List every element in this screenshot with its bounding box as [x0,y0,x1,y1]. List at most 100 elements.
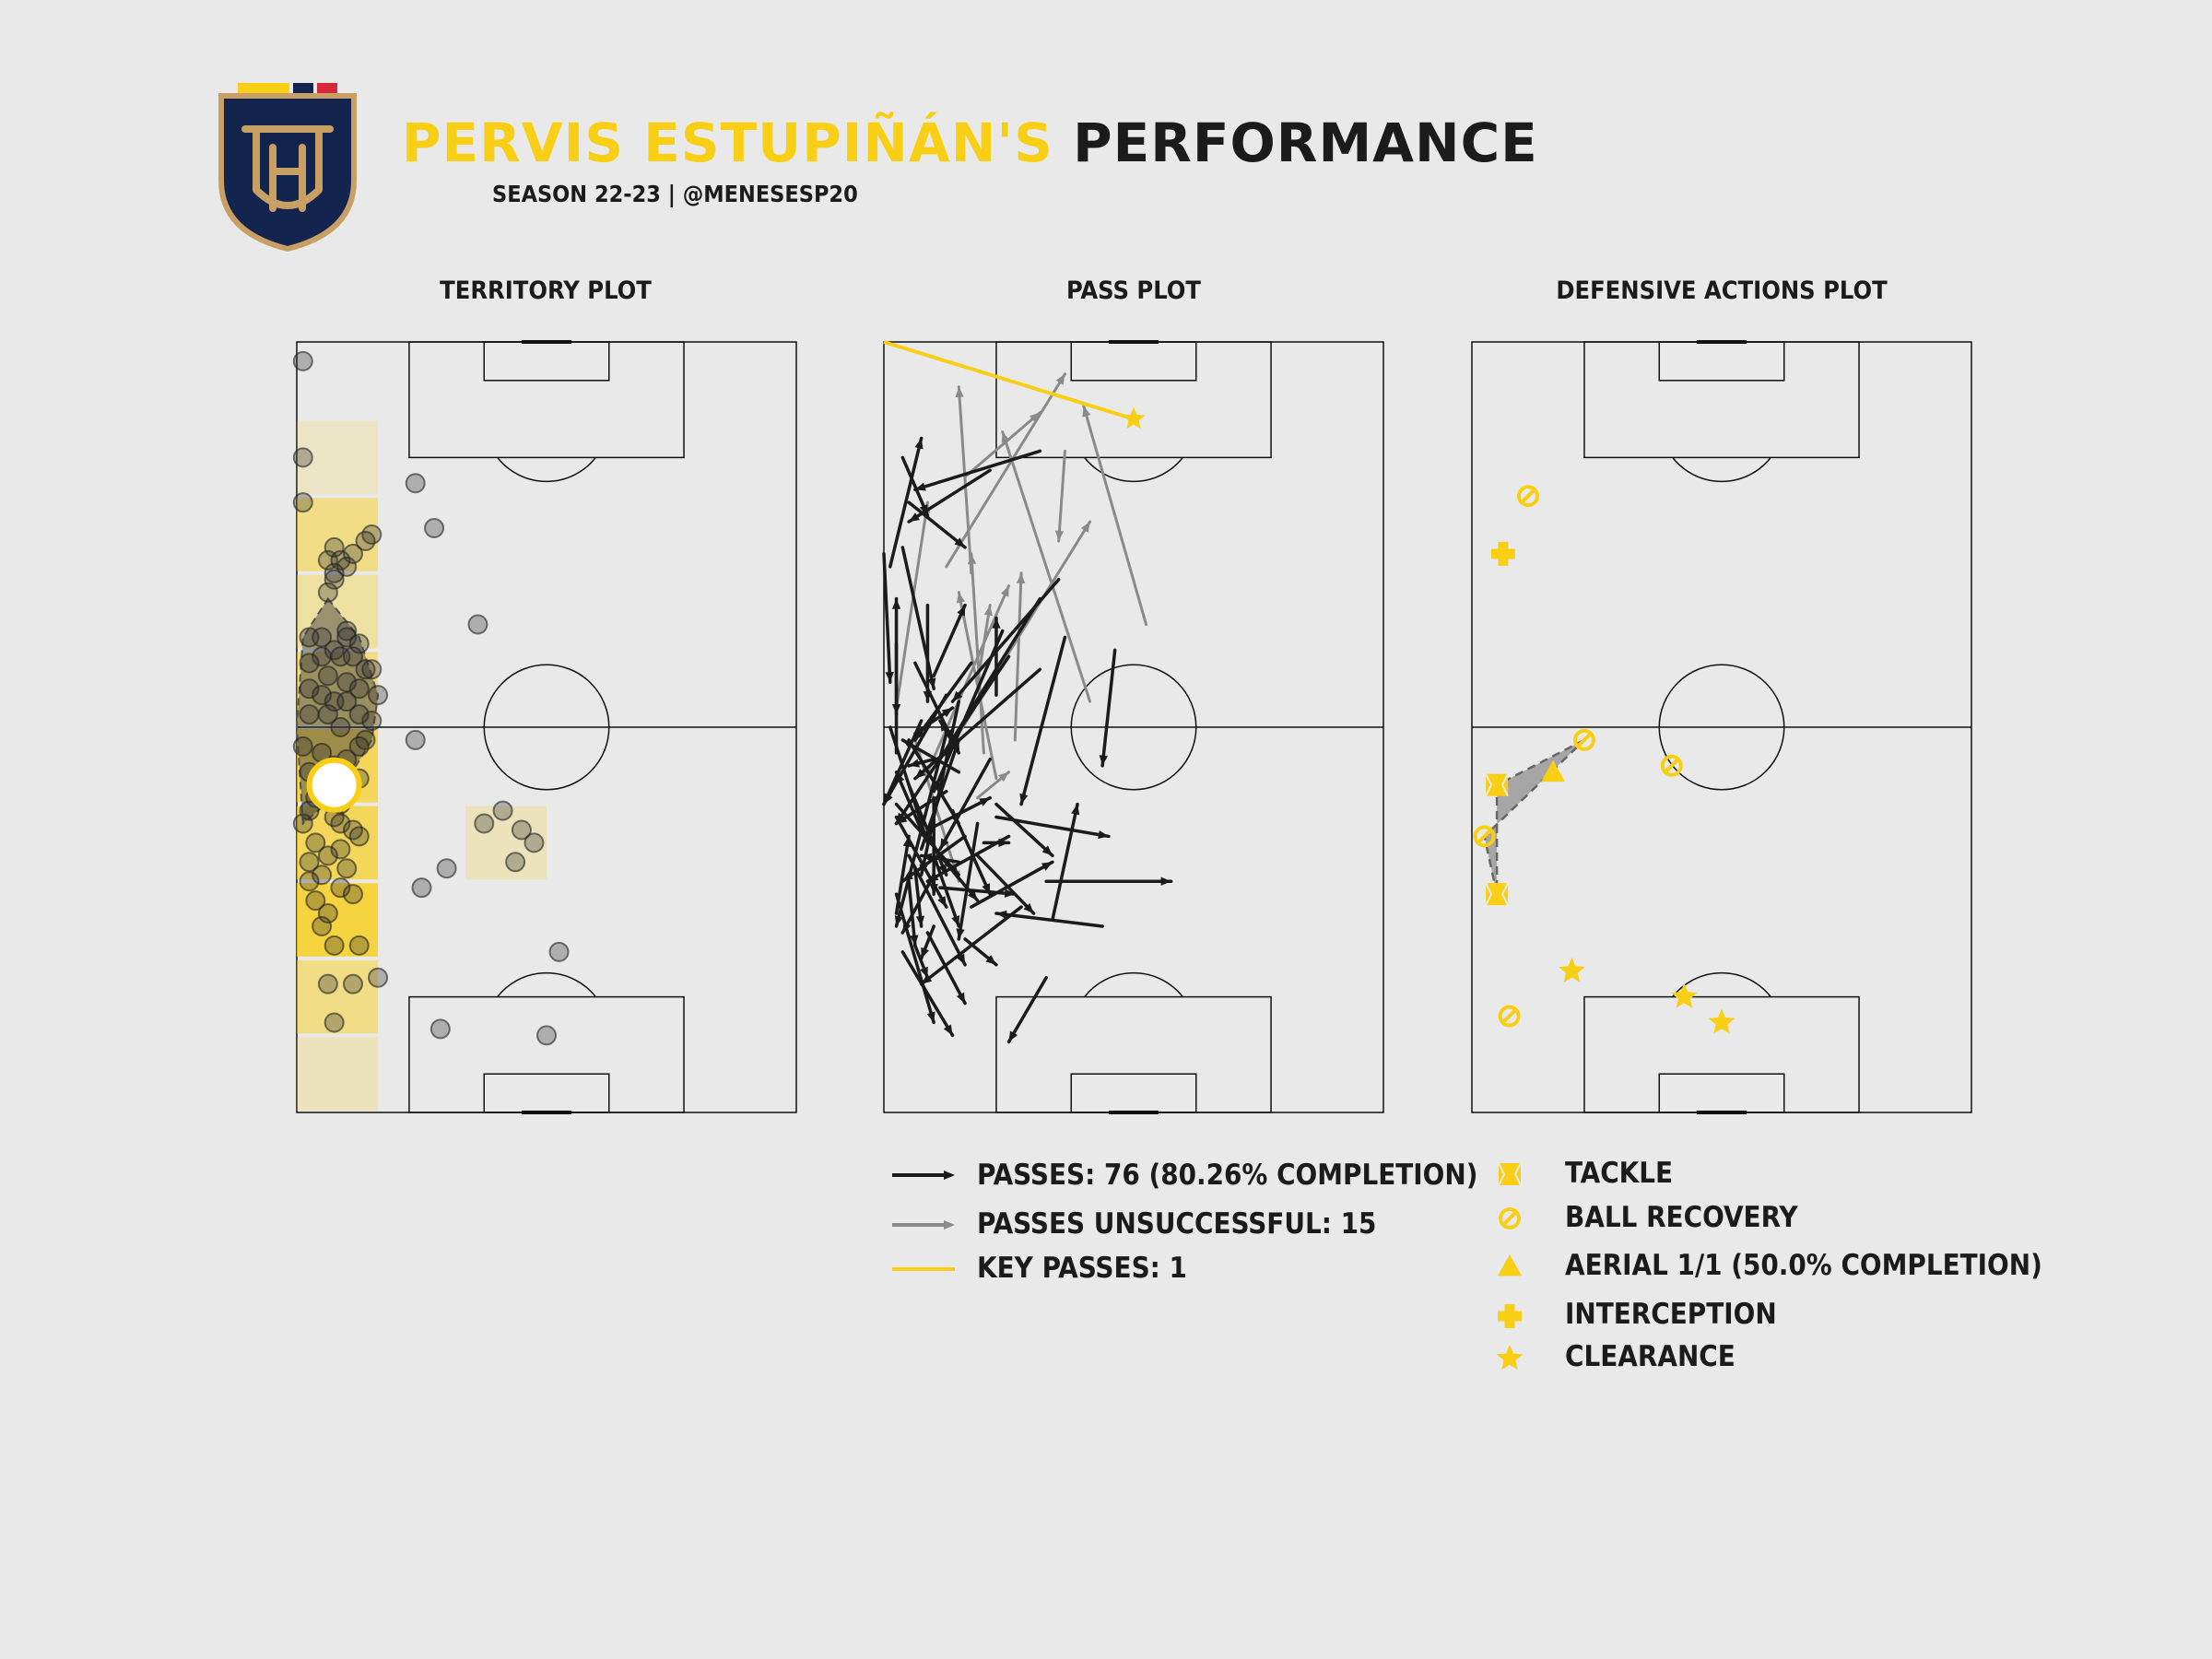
successful-pass-head [929,884,938,895]
legend-tackle-marker [1498,1162,1522,1186]
touch-point [292,813,313,834]
successful-pass-head [957,605,966,617]
successful-pass-head [938,864,947,876]
page-title: PERVIS ESTUPIÑÁN'S PERFORMANCE [402,116,1538,170]
tackle-notch [1498,1162,1522,1186]
unsuccessful-pass [945,372,1066,569]
unsuccessful-pass-head [983,605,994,617]
center-circle [483,664,610,791]
recovery-ring [1473,825,1496,848]
touch-point [305,832,326,853]
unsuccessful-pass-head [997,771,1009,782]
ball-recovery-marker [1473,825,1496,848]
unsuccessful-pass-head [1016,572,1026,584]
successful-pass-head [952,690,963,702]
successful-pass [907,879,917,947]
successful-pass [970,860,1054,909]
unsuccessful-pass [957,385,973,575]
territory-plot-title: TERRITORY PLOT [440,276,652,305]
successful-pass [894,892,935,1025]
touch-point [536,1025,557,1046]
recovery-ring [1572,728,1595,751]
tackle-body [1486,883,1509,906]
successful-pass [894,834,911,915]
touch-point [348,735,370,757]
touch-point [355,530,376,551]
touch-point [305,890,326,912]
tackle-notch [1485,773,1509,797]
successful-pass-head [921,974,933,984]
legend-interception-marker [1498,1304,1522,1328]
successful-pass-head [915,915,925,926]
bottom-penalty-arc [1084,971,1183,998]
touch-point [436,858,457,879]
touch-point [324,1012,345,1033]
legend-clearance-marker [1496,1345,1524,1371]
defensive-layer [1473,485,1735,1034]
successful-pass-head [951,914,960,926]
successful-pass-head [894,915,903,926]
successful-pass-head [982,883,991,895]
successful-pass [913,667,1042,781]
successful-pass-head [979,797,991,806]
recovery-slash [1502,1211,1517,1226]
touch-point [368,685,389,706]
touch-point [336,691,358,712]
successful-pass-head [951,739,960,751]
pass-layer [882,340,1173,1044]
crest-monogram [241,125,334,212]
successful-pass-head [1160,877,1171,886]
flag-yellow-stripe [238,83,289,94]
successful-pass-head [954,537,966,547]
touch-point [342,884,363,905]
defensive-area-hull [1483,738,1585,895]
heatmap-bin [297,420,379,495]
touch-point [348,704,370,725]
touch-point [317,665,338,687]
successful-pass [907,468,992,524]
successful-pass-head [1008,1030,1018,1042]
touch-point [330,813,351,834]
successful-pass [994,802,1054,858]
successful-pass-head [939,838,949,850]
recovery-ring [1499,1207,1521,1230]
recovery-slash [1577,733,1592,747]
touch-point [330,839,351,860]
successful-pass-head [914,438,924,450]
clearance-marker [1671,982,1698,1008]
touch-point [524,832,545,853]
recovery-slash [1521,488,1535,503]
successful-pass-head [941,708,953,718]
touch-point [299,678,320,700]
successful-pass-head [891,704,901,715]
successful-pass [882,552,892,684]
successful-pass-head [891,598,901,609]
recovery-ring [1516,485,1539,508]
successful-pass-head [919,864,928,876]
touch-point [317,704,338,725]
unsuccessful-pass [1057,449,1066,543]
successful-pass [919,905,1023,986]
unsuccessful-pass-head [955,386,964,398]
successful-pass-head [902,836,912,848]
legend-aerial-marker [1498,1254,1522,1277]
successful-pass-head [967,889,978,901]
successful-pass-head [944,728,953,740]
aerial-marker [1541,759,1566,782]
touch-point [355,659,376,680]
touch-point [361,711,382,732]
successful-pass-head [896,771,905,783]
successful-pass [975,853,1036,915]
touch-point [292,735,313,757]
unsuccessful-pass-head [1029,412,1041,423]
ball-recovery-marker [1572,728,1595,751]
unsuccessful-pass-head [1080,522,1090,533]
successful-pass-head [909,759,920,768]
successful-pass-head [1098,830,1109,840]
touch-point [424,518,445,539]
top-penalty-arc [497,456,596,483]
territory-layer [292,350,570,1111]
defensive-pitch [1471,340,1972,1114]
heatmap-bin [465,806,547,880]
